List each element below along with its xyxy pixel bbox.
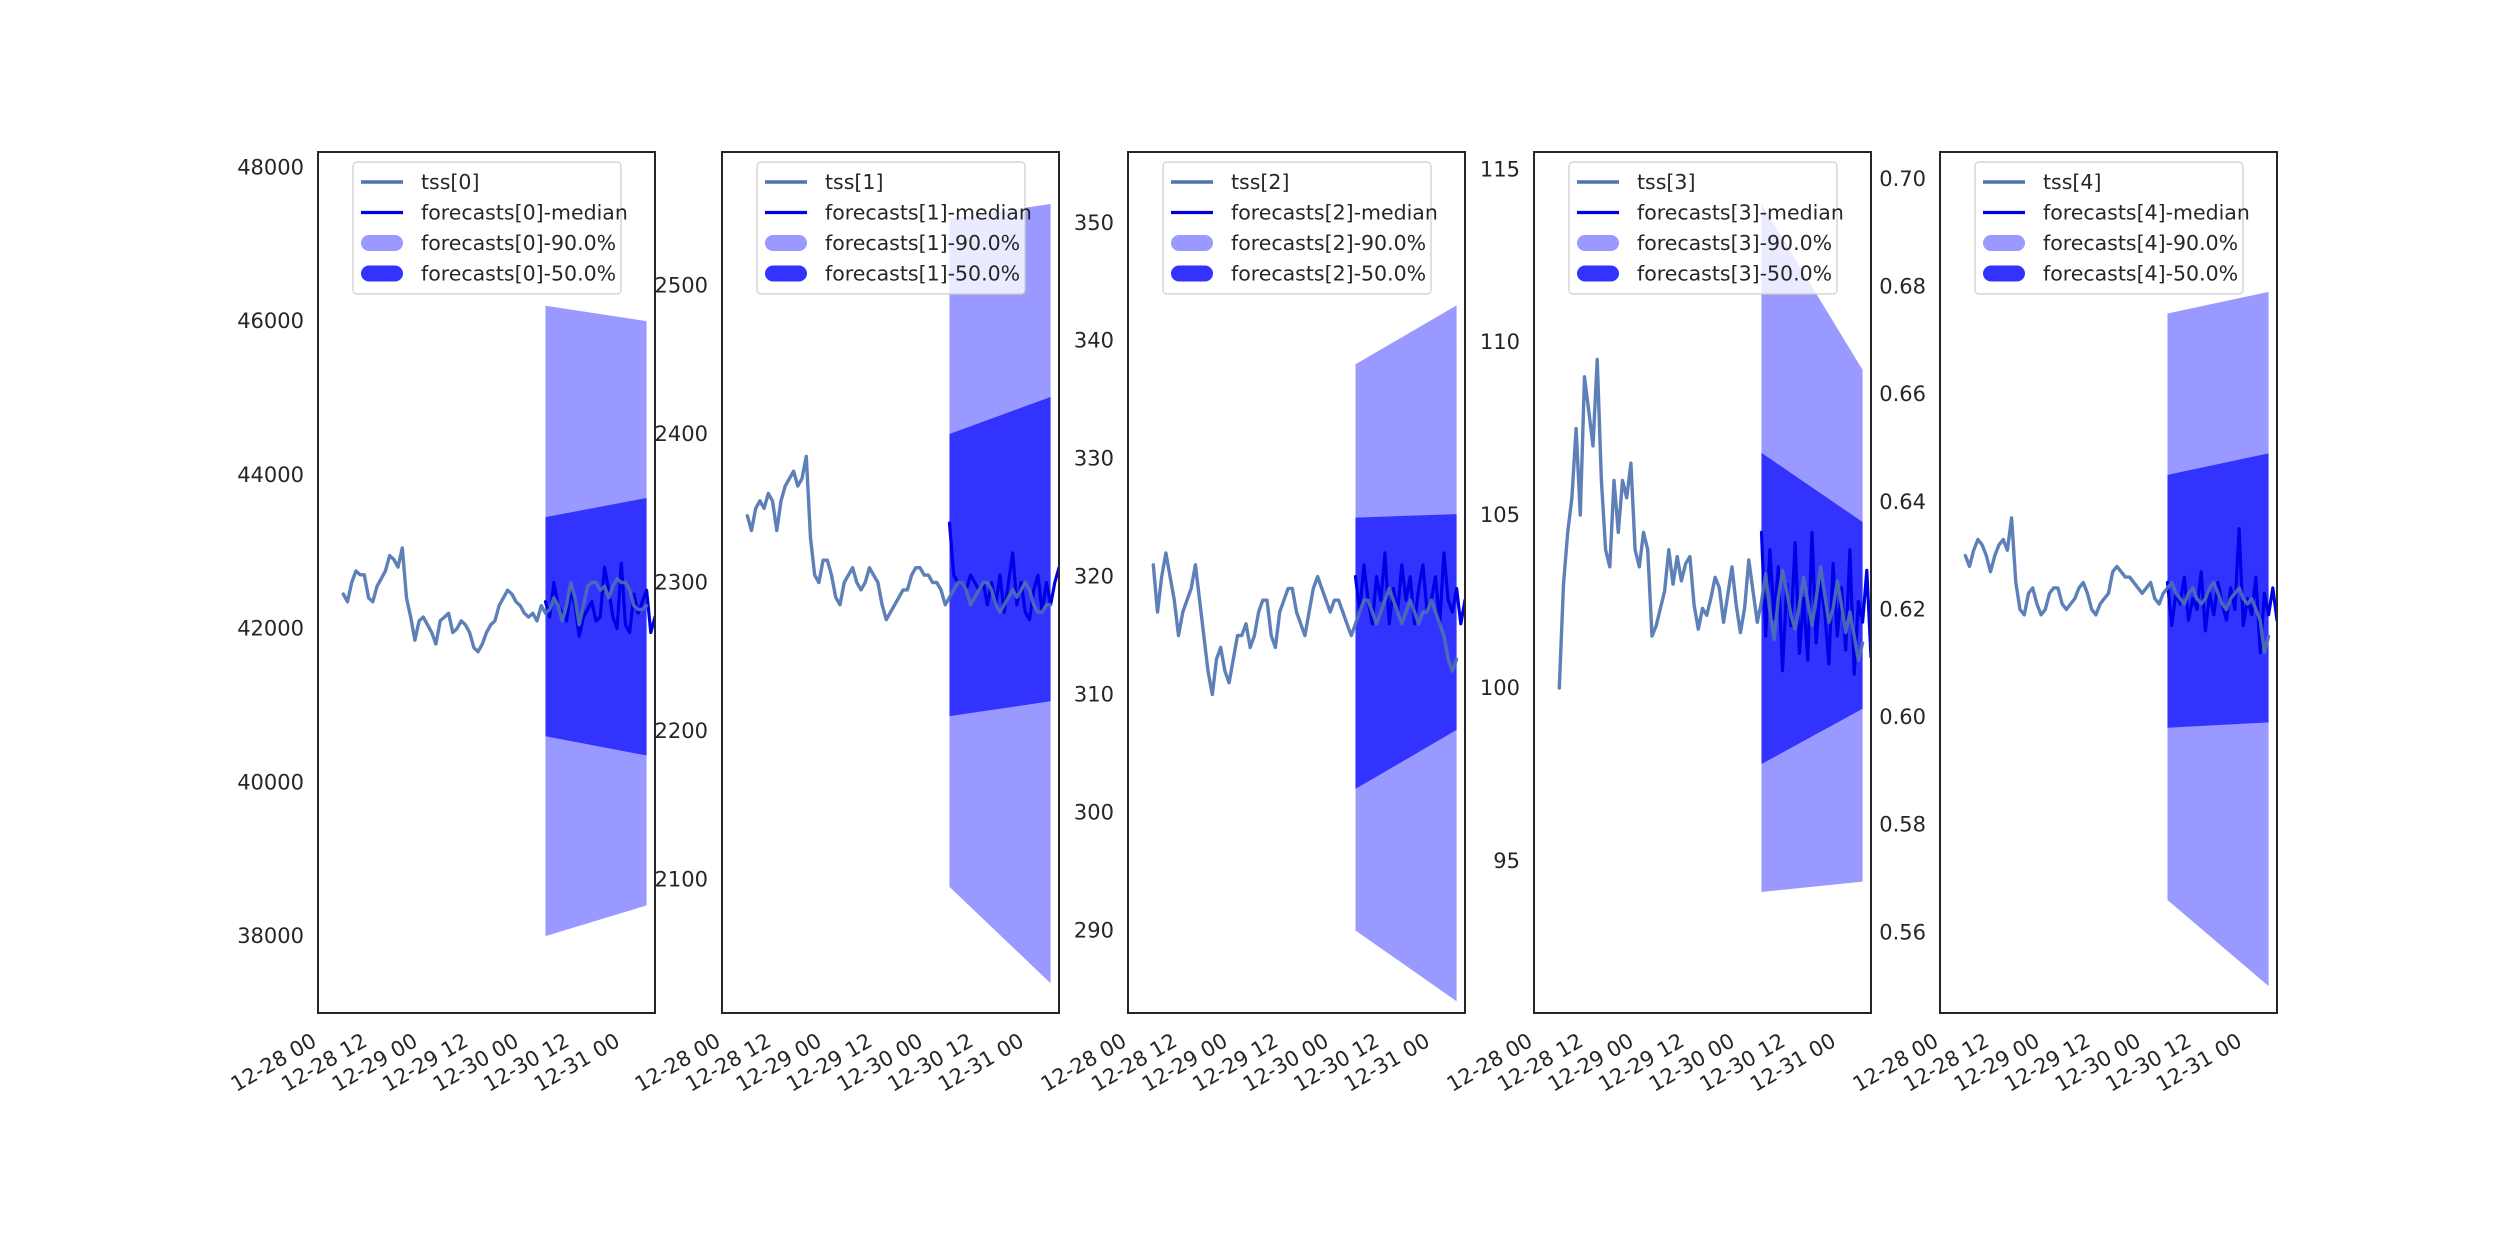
forecast-band-50 — [949, 396, 1051, 717]
legend-box — [352, 161, 622, 295]
y-tick-label: 0.66 — [1879, 382, 1926, 406]
legend-label: forecasts[0]-90.0% — [421, 231, 616, 255]
legend: tss[4] forecasts[4]-median forecasts[4]-90… — [1974, 161, 2250, 295]
legend-label: forecasts[2]-median — [1231, 201, 1438, 225]
y-tick-label: 340 — [1074, 329, 1114, 353]
legend-label: tss[4] — [2043, 170, 2101, 194]
legend-swatch — [1171, 235, 1213, 251]
tss-line — [745, 454, 1053, 622]
y-tick-label: 38000 — [237, 924, 304, 948]
y-tick-label: 48000 — [237, 155, 304, 179]
forecast-band-50 — [1761, 452, 1863, 765]
legend-box — [756, 161, 1026, 295]
y-tick-label: 2500 — [655, 274, 708, 298]
y-tick-label: 310 — [1074, 683, 1114, 707]
y-tick-label: 2200 — [655, 719, 708, 743]
y-tick-label: 0.62 — [1879, 597, 1926, 621]
legend-label: forecasts[0]-median — [421, 201, 628, 225]
y-tick-label: 44000 — [237, 463, 304, 487]
plot-area — [1557, 203, 1871, 892]
legend-swatch — [1983, 265, 2025, 282]
y-tick-label: 115 — [1480, 157, 1520, 181]
legend: tss[0] forecasts[0]-median forecasts[0]-90… — [352, 161, 628, 295]
y-tick-label: 0.70 — [1879, 167, 1926, 191]
plot-area — [745, 203, 1059, 984]
tss-line — [1557, 357, 1865, 690]
legend-swatch — [1577, 265, 1619, 282]
axes-frame — [317, 151, 656, 1014]
forecast-median-line — [1353, 551, 1465, 626]
legend-swatch — [1577, 235, 1619, 251]
legend-swatch — [765, 265, 807, 282]
tss-line — [341, 546, 649, 654]
legend-label: tss[2] — [1231, 170, 1289, 194]
legend-box — [1162, 161, 1432, 295]
y-tick-label: 46000 — [237, 309, 304, 333]
legend-label: forecasts[3]-median — [1637, 201, 1844, 225]
legend-label: forecasts[1]-median — [825, 201, 1032, 225]
forecast-median-line — [1759, 530, 1871, 676]
y-tick-label: 42000 — [237, 617, 304, 641]
legend-label: forecasts[3]-90.0% — [1637, 231, 1832, 255]
legend-label: forecasts[4]-90.0% — [2043, 231, 2238, 255]
forecast-median-line — [947, 521, 1059, 622]
y-tick-label: 95 — [1493, 849, 1520, 873]
legend-label: forecasts[2]-50.0% — [1231, 262, 1426, 286]
y-tick-label: 300 — [1074, 800, 1114, 824]
axes-frame — [1127, 151, 1466, 1014]
y-tick-label: 105 — [1480, 503, 1520, 527]
y-tick-label: 40000 — [237, 770, 304, 794]
axes-frame — [721, 151, 1060, 1014]
y-tick-label: 0.56 — [1879, 920, 1926, 944]
legend: tss[2] forecasts[2]-median forecasts[2]-90… — [1162, 161, 1438, 295]
y-tick-label: 100 — [1480, 676, 1520, 700]
legend-swatch — [361, 235, 403, 251]
legend-label: forecasts[4]-50.0% — [2043, 262, 2238, 286]
y-tick-label: 2100 — [655, 867, 708, 891]
y-tick-label: 320 — [1074, 565, 1114, 589]
y-tick-label: 330 — [1074, 447, 1114, 471]
tss-line — [1151, 551, 1459, 697]
legend-label: tss[0] — [421, 170, 479, 194]
y-tick-label: 0.58 — [1879, 813, 1926, 837]
legend-swatch — [1983, 235, 2025, 251]
axes-frame — [1939, 151, 2278, 1014]
legend-label: tss[3] — [1637, 170, 1695, 194]
legend-label: forecasts[4]-median — [2043, 201, 2250, 225]
legend-swatch — [765, 235, 807, 251]
tss-line — [1963, 516, 2271, 655]
forecast-median-line — [543, 561, 655, 638]
legend-swatch — [1171, 265, 1213, 282]
legend-label: forecasts[3]-50.0% — [1637, 262, 1832, 286]
legend-label: tss[1] — [825, 170, 883, 194]
y-tick-label: 110 — [1480, 330, 1520, 354]
y-tick-label: 350 — [1074, 211, 1114, 235]
legend-label: forecasts[2]-90.0% — [1231, 231, 1426, 255]
legend-box — [1974, 161, 2244, 295]
legend: tss[3] forecasts[3]-median forecasts[3]-90… — [1568, 161, 1844, 295]
y-tick-label: 290 — [1074, 918, 1114, 942]
y-tick-label: 0.68 — [1879, 275, 1926, 299]
plot-area — [1151, 305, 1465, 1002]
y-tick-label: 2400 — [655, 422, 708, 446]
plot-area — [1963, 291, 2277, 987]
y-tick-label: 0.60 — [1879, 705, 1926, 729]
legend-box — [1568, 161, 1838, 295]
y-tick-label: 2300 — [655, 571, 708, 595]
axes-frame — [1533, 151, 1872, 1014]
legend-label: forecasts[0]-50.0% — [421, 262, 616, 286]
legend-label: forecasts[1]-90.0% — [825, 231, 1020, 255]
plot-area — [341, 305, 655, 937]
legend-swatch — [361, 265, 403, 282]
legend-label: forecasts[1]-50.0% — [825, 262, 1020, 286]
legend: tss[1] forecasts[1]-median forecasts[1]-90… — [756, 161, 1032, 295]
y-tick-label: 0.64 — [1879, 490, 1926, 514]
